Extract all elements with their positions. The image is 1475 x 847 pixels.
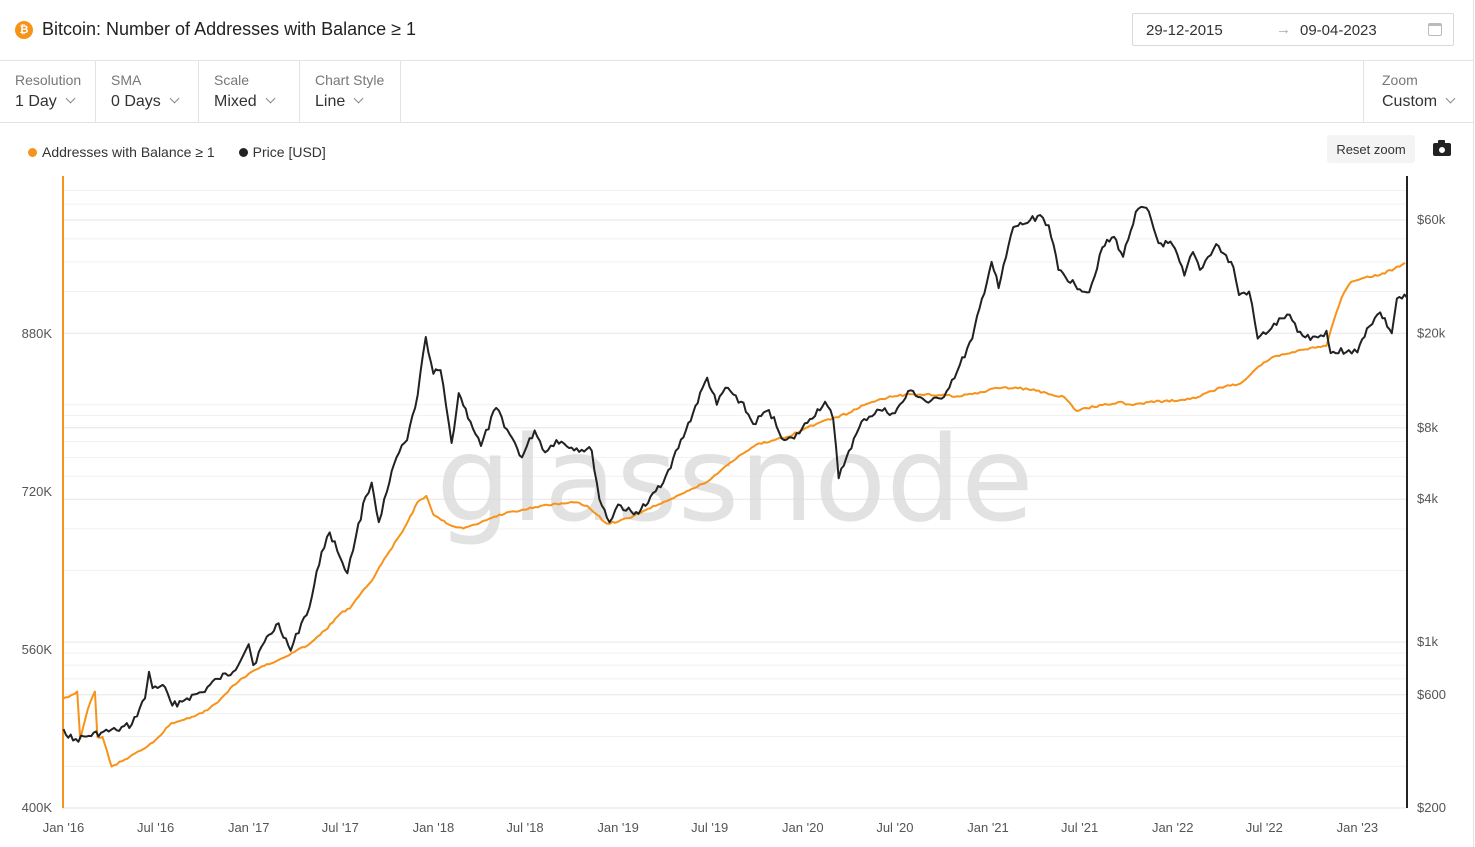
legend-dot-price bbox=[238, 147, 248, 157]
x-tick-label: Jan '22 bbox=[1152, 820, 1194, 835]
x-tick-label: Jan '21 bbox=[967, 820, 1009, 835]
chart-header: ₿ Bitcoin: Number of Addresses with Bala… bbox=[0, 0, 1474, 61]
zoom-value[interactable]: Custom bbox=[1382, 93, 1456, 111]
chart-style-value-text: Line bbox=[315, 93, 346, 110]
scale-value-text: Mixed bbox=[214, 93, 257, 110]
chart-controls: Resolution 1 Day SMA 0 Days Scale Mixed … bbox=[0, 61, 1474, 123]
y-left-tick-label: 880K bbox=[22, 326, 53, 341]
y-left-tick-label: 720K bbox=[22, 484, 53, 499]
date-range-picker[interactable]: 29-12-2015 → 09-04-2023 bbox=[1132, 13, 1454, 46]
zoom-value-text: Custom bbox=[1382, 93, 1438, 110]
resolution-value[interactable]: 1 Day bbox=[15, 93, 76, 111]
resolution-value-text: 1 Day bbox=[15, 93, 57, 110]
resolution-label: Resolution bbox=[15, 72, 82, 88]
zoom-label: Zoom bbox=[1382, 72, 1418, 88]
addresses-series-line bbox=[63, 262, 1406, 768]
price-series-line bbox=[62, 205, 1408, 743]
y-right-tick-label: $60k bbox=[1417, 212, 1446, 227]
y-right-tick-label: $600 bbox=[1417, 687, 1446, 702]
x-tick-label: Jul '19 bbox=[691, 820, 728, 835]
glassnode-watermark: glassnode bbox=[436, 410, 1033, 548]
bitcoin-icon: ₿ bbox=[15, 20, 33, 39]
calendar-icon[interactable] bbox=[1428, 23, 1442, 36]
chart-style-select[interactable]: Chart Style Line bbox=[300, 61, 401, 122]
page-title: Bitcoin: Number of Addresses with Balanc… bbox=[42, 19, 417, 39]
legend-label-addresses: Addresses with Balance ≥ 1 bbox=[42, 144, 215, 160]
arrow-right-icon: → bbox=[1276, 21, 1291, 38]
legend-item-addresses[interactable]: Addresses with Balance ≥ 1 bbox=[28, 144, 215, 160]
y-right-tick-label: $1k bbox=[1417, 634, 1438, 649]
sma-select[interactable]: SMA 0 Days bbox=[96, 61, 199, 122]
x-tick-label: Jul '18 bbox=[506, 820, 543, 835]
x-tick-label: Jan '20 bbox=[782, 820, 824, 835]
scale-label: Scale bbox=[214, 72, 250, 88]
scale-value[interactable]: Mixed bbox=[214, 93, 276, 111]
x-tick-label: Jul '20 bbox=[876, 820, 913, 835]
chart-style-value[interactable]: Line bbox=[315, 93, 364, 111]
x-tick-label: Jan '17 bbox=[228, 820, 270, 835]
x-tick-label: Jul '17 bbox=[322, 820, 359, 835]
y-right-tick-label: $4k bbox=[1417, 491, 1438, 506]
x-tick-label: Jul '22 bbox=[1246, 820, 1283, 835]
resolution-select[interactable]: Resolution 1 Day bbox=[0, 61, 96, 122]
zoom-select[interactable]: Zoom Custom bbox=[1363, 61, 1474, 122]
x-tick-label: Jan '19 bbox=[597, 820, 639, 835]
title-wrap: ₿ Bitcoin: Number of Addresses with Bala… bbox=[15, 19, 416, 40]
chart-style-label: Chart Style bbox=[315, 72, 385, 88]
x-tick-label: Jan '18 bbox=[413, 820, 455, 835]
x-tick-label: Jul '16 bbox=[137, 820, 174, 835]
y-right-tick-label: $200 bbox=[1417, 800, 1446, 815]
x-tick-label: Jul '21 bbox=[1061, 820, 1098, 835]
legend-label-price: Price [USD] bbox=[252, 144, 326, 160]
sma-label: SMA bbox=[111, 72, 142, 88]
sma-value[interactable]: 0 Days bbox=[111, 93, 180, 111]
camera-icon[interactable] bbox=[1433, 140, 1451, 156]
reset-zoom-button[interactable]: Reset zoom bbox=[1327, 135, 1415, 163]
date-start-input[interactable]: 29-12-2015 bbox=[1146, 22, 1223, 39]
y-left-tick-label: 400K bbox=[22, 800, 53, 815]
sma-value-text: 0 Days bbox=[111, 93, 161, 110]
legend-item-price[interactable]: Price [USD] bbox=[238, 144, 326, 160]
x-tick-label: Jan '23 bbox=[1337, 820, 1379, 835]
scale-select[interactable]: Scale Mixed bbox=[199, 61, 300, 122]
chart-legend: Addresses with Balance ≥ 1 Price [USD] bbox=[28, 144, 350, 160]
y-right-tick-label: $20k bbox=[1417, 325, 1446, 340]
x-tick-label: Jan '16 bbox=[43, 820, 85, 835]
legend-dot-addresses bbox=[28, 147, 37, 157]
y-right-tick-label: $8k bbox=[1417, 420, 1438, 435]
y-left-tick-label: 560K bbox=[22, 642, 53, 657]
date-end-input[interactable]: 09-04-2023 bbox=[1300, 22, 1377, 39]
